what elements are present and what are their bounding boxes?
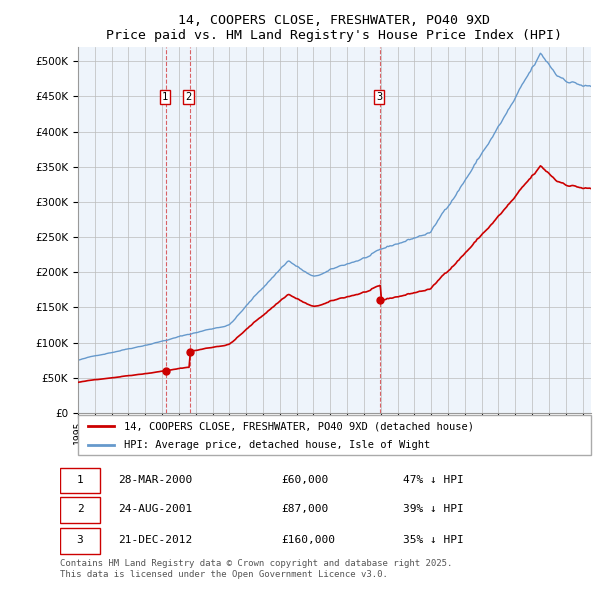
Text: 39% ↓ HPI: 39% ↓ HPI	[403, 504, 464, 514]
FancyBboxPatch shape	[60, 497, 100, 523]
Text: 47% ↓ HPI: 47% ↓ HPI	[403, 475, 464, 484]
Title: 14, COOPERS CLOSE, FRESHWATER, PO40 9XD
Price paid vs. HM Land Registry's House : 14, COOPERS CLOSE, FRESHWATER, PO40 9XD …	[107, 14, 563, 42]
Text: 24-AUG-2001: 24-AUG-2001	[118, 504, 193, 514]
Text: 3: 3	[376, 92, 382, 102]
Text: 28-MAR-2000: 28-MAR-2000	[118, 475, 193, 484]
Text: 35% ↓ HPI: 35% ↓ HPI	[403, 535, 464, 545]
FancyBboxPatch shape	[60, 529, 100, 553]
Text: 1: 1	[162, 92, 168, 102]
Text: £87,000: £87,000	[282, 504, 329, 514]
Text: 21-DEC-2012: 21-DEC-2012	[118, 535, 193, 545]
Text: 14, COOPERS CLOSE, FRESHWATER, PO40 9XD (detached house): 14, COOPERS CLOSE, FRESHWATER, PO40 9XD …	[124, 421, 474, 431]
Text: 3: 3	[77, 535, 83, 545]
Text: 2: 2	[185, 92, 192, 102]
Text: £160,000: £160,000	[282, 535, 336, 545]
Text: HPI: Average price, detached house, Isle of Wight: HPI: Average price, detached house, Isle…	[124, 440, 430, 450]
Text: 2: 2	[77, 504, 83, 514]
Text: £60,000: £60,000	[282, 475, 329, 484]
FancyBboxPatch shape	[78, 415, 591, 455]
Text: 1: 1	[77, 475, 83, 484]
Text: Contains HM Land Registry data © Crown copyright and database right 2025.
This d: Contains HM Land Registry data © Crown c…	[60, 559, 452, 579]
FancyBboxPatch shape	[60, 468, 100, 493]
